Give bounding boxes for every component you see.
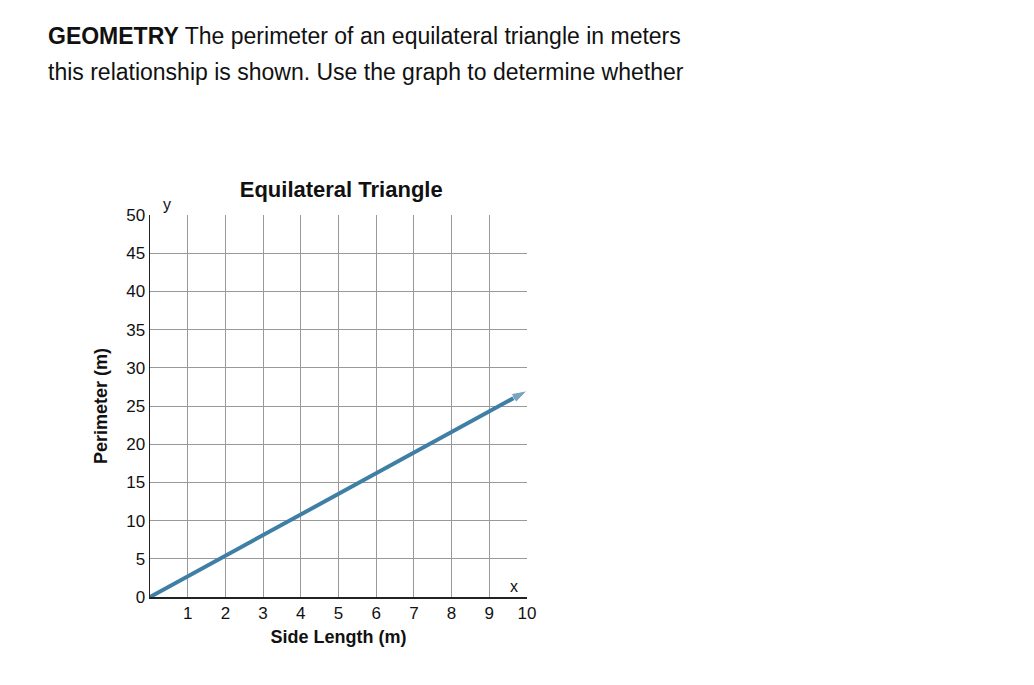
svg-text:10: 10: [126, 512, 145, 531]
svg-text:Side Length (m): Side Length (m): [271, 627, 407, 647]
svg-text:5: 5: [334, 604, 343, 623]
svg-text:5: 5: [136, 550, 145, 569]
svg-text:15: 15: [126, 473, 145, 492]
svg-text:7: 7: [409, 604, 418, 623]
svg-text:6: 6: [371, 604, 380, 623]
svg-text:2: 2: [221, 604, 230, 623]
svg-text:25: 25: [126, 397, 145, 416]
svg-text:Equilateral Triangle: Equilateral Triangle: [240, 177, 443, 202]
svg-text:3: 3: [258, 604, 267, 623]
html-text:this relationship is shown. Us: this relationship is shown. Use the grap…: [48, 59, 684, 85]
svg-text:x: x: [510, 578, 518, 595]
svg-text:9: 9: [485, 604, 494, 623]
svg-text:30: 30: [126, 359, 145, 378]
svg-text:1: 1: [183, 604, 192, 623]
svg-text:0: 0: [136, 588, 145, 607]
html-text:GEOMETRY The perimeter of an e: GEOMETRY The perimeter of an equilateral…: [48, 23, 681, 49]
svg-text:10: 10: [518, 604, 537, 623]
svg-text:50: 50: [126, 206, 145, 225]
svg-text:4: 4: [296, 604, 305, 623]
svg-text:20: 20: [126, 435, 145, 454]
svg-text:35: 35: [126, 321, 145, 340]
svg-text:45: 45: [126, 244, 145, 263]
svg-text:8: 8: [447, 604, 456, 623]
svg-text:y: y: [163, 196, 171, 213]
svg-text:40: 40: [126, 282, 145, 301]
svg-text:Perimeter (m): Perimeter (m): [91, 348, 111, 464]
